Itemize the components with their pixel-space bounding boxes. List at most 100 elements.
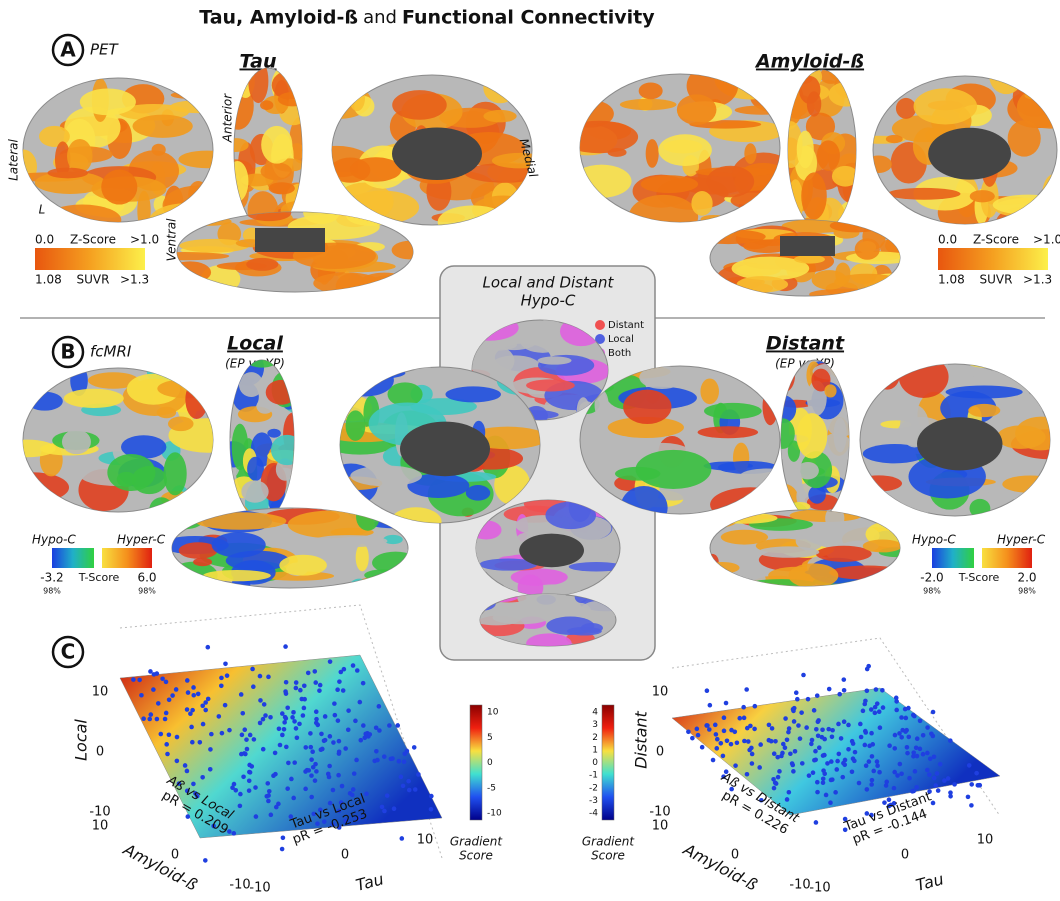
scatter-dot [155, 717, 160, 722]
scatter-dot [830, 734, 835, 739]
scatter-dot [776, 775, 781, 780]
activation-patch [260, 100, 273, 110]
scatter-dot [915, 736, 920, 741]
activation-patch [201, 369, 214, 392]
colorbar-tick: 10 [487, 708, 499, 718]
scatter-dot [865, 787, 870, 792]
scatter-dot [244, 737, 249, 742]
scatter-dot [355, 668, 360, 673]
scatter-dot [290, 715, 295, 720]
scatter-dot [314, 721, 319, 726]
colorbar-tick: -4 [589, 809, 598, 819]
tick-label: 0 [731, 848, 739, 863]
activation-patch [178, 151, 235, 169]
scatter-dot [266, 799, 271, 804]
scatter-dot [175, 759, 180, 764]
scatter-dot [362, 735, 367, 740]
scatter-dot [724, 701, 729, 706]
scatter-dot [790, 763, 795, 768]
legend-gradient [35, 248, 145, 270]
scatter-dot [809, 742, 814, 747]
box-title: Local and Distant [483, 274, 615, 292]
activation-patch [855, 475, 902, 491]
scatter-dot [343, 746, 348, 751]
scatter-dot [880, 688, 885, 693]
scatter-dot [174, 687, 179, 692]
tick-label: 10 [92, 819, 109, 834]
activation-patch [279, 555, 327, 576]
title: Functional Connectivity [402, 7, 655, 29]
label: 98% [138, 587, 156, 596]
scatter-dot [389, 757, 394, 762]
scatter-dot [792, 719, 797, 724]
scatter-dot [750, 752, 755, 757]
scatter-dot [190, 740, 195, 745]
activation-patch [466, 485, 490, 501]
tick-label: -10 [789, 878, 810, 893]
activation-patch [700, 378, 719, 404]
scatter-dot [314, 769, 319, 774]
activation-patch [796, 413, 827, 458]
scatter-dot [952, 782, 957, 787]
scatter-dot [283, 644, 288, 649]
activation-patch [22, 367, 57, 382]
scatter-dot [328, 734, 333, 739]
activation-patch [969, 360, 1045, 369]
scatter-dot [147, 717, 152, 722]
scatter-dot [894, 696, 899, 701]
colorbar-tick: 4 [592, 708, 598, 718]
activation-patch [526, 379, 575, 391]
tick-label: -10 [89, 805, 110, 820]
scatter-dot [346, 708, 351, 713]
scatter-dot [227, 728, 232, 733]
tick-label: -10 [809, 881, 830, 896]
activation-patch [157, 407, 176, 418]
colorbar-tick: -2 [589, 783, 598, 793]
scatter-dot [323, 738, 328, 743]
scatter-dot [852, 759, 857, 764]
scatter-dot [938, 762, 943, 767]
activation-patch [337, 364, 394, 396]
scatter-dot [302, 683, 307, 688]
scatter-dot [137, 678, 142, 683]
scatter-dot [242, 727, 247, 732]
colorbar-tick: 5 [487, 733, 493, 743]
colorbar [470, 705, 482, 820]
activation-patch [788, 563, 838, 588]
activation-patch [1020, 348, 1036, 384]
label: Amyloid-ß [120, 839, 201, 894]
scatter-dot [892, 746, 897, 751]
scatter-dot [783, 745, 788, 750]
scatter-dot [416, 772, 421, 777]
scatter-dot [846, 723, 851, 728]
scatter-dot [318, 683, 323, 688]
scatter-dot [253, 785, 258, 790]
scatter-dot [332, 701, 337, 706]
scatter-dot [713, 723, 718, 728]
label: Local [72, 719, 91, 761]
scatter-dot [292, 760, 297, 765]
activation-patch [639, 82, 663, 99]
activation-patch [241, 480, 268, 502]
scatter-dot [429, 794, 434, 799]
scatter-dot [942, 778, 947, 783]
scatter-dot [240, 711, 245, 716]
activation-patch [704, 403, 762, 419]
activation-patch [261, 126, 292, 164]
scatter-dot [342, 667, 347, 672]
scatter-dot [306, 768, 311, 773]
scatter-dot [331, 788, 336, 793]
activation-patch [356, 544, 369, 572]
scatter-dot [205, 645, 210, 650]
scatter-dot [337, 739, 342, 744]
panel-letter: B [60, 340, 75, 364]
scatter-dot [791, 769, 796, 774]
tick-label: 0 [656, 745, 664, 760]
scatter-dot [165, 752, 170, 757]
scatter-dot [921, 752, 926, 757]
label: SUVR [980, 273, 1013, 287]
scatter-dot [737, 716, 742, 721]
activation-patch [392, 90, 447, 120]
activation-patch [278, 92, 307, 106]
scatter-dot [814, 820, 819, 825]
